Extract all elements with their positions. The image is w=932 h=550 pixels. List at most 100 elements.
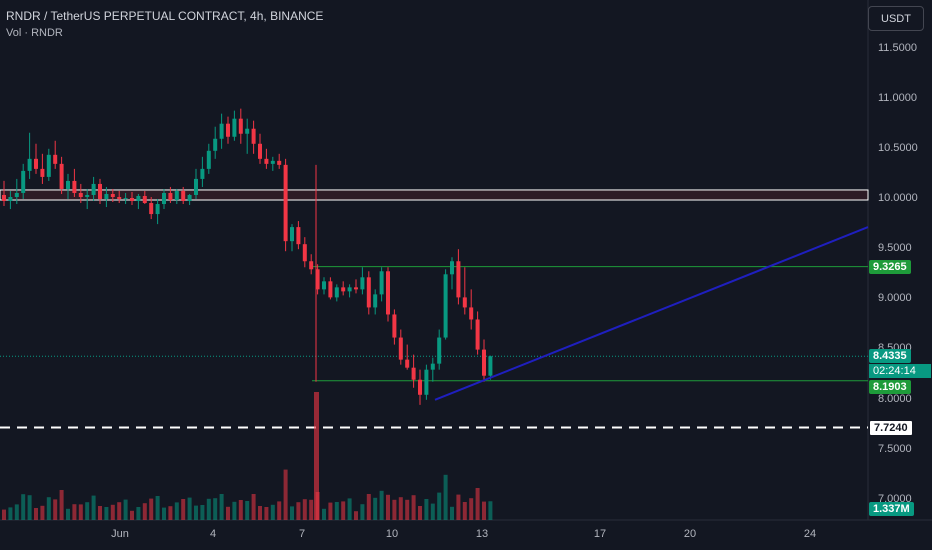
volume-bar bbox=[488, 501, 493, 520]
candle-body bbox=[405, 359, 410, 368]
candle-body bbox=[2, 194, 6, 202]
volume-bar bbox=[200, 505, 205, 520]
candle-body bbox=[155, 204, 160, 215]
resistance-zone bbox=[0, 189, 869, 201]
price-tick: 11.0000 bbox=[878, 92, 917, 104]
candle-body bbox=[386, 271, 390, 315]
candle-body bbox=[398, 337, 403, 360]
candle-body bbox=[110, 193, 115, 197]
volume-bar bbox=[309, 499, 314, 520]
candle-body bbox=[379, 271, 384, 295]
candle-body bbox=[366, 277, 371, 308]
volume-bar bbox=[14, 504, 19, 520]
volume-bar bbox=[450, 506, 454, 520]
candle-body bbox=[194, 178, 198, 195]
volume-value-label: 1.337M bbox=[869, 502, 914, 516]
volume-bar bbox=[8, 507, 13, 520]
volume-bar bbox=[226, 506, 230, 520]
time-tick: 17 bbox=[593, 528, 607, 540]
time-tick: 20 bbox=[683, 528, 697, 540]
volume-bar bbox=[155, 496, 160, 520]
support-price-label: 8.1903 bbox=[869, 380, 911, 394]
volume-bar bbox=[232, 501, 237, 520]
volume-bar bbox=[206, 498, 211, 520]
candle-body bbox=[341, 287, 346, 292]
volume-bar bbox=[258, 506, 262, 520]
volume-bar bbox=[168, 506, 173, 520]
volume-bar bbox=[302, 499, 307, 520]
volume-bar bbox=[392, 499, 397, 520]
volume-bar bbox=[424, 499, 429, 520]
volume-bar bbox=[2, 509, 6, 520]
volume-bar bbox=[40, 505, 45, 520]
volume-bar bbox=[53, 499, 58, 520]
dashed-level-label: 7.7240 bbox=[869, 420, 913, 436]
candle-body bbox=[117, 196, 122, 199]
candle-body bbox=[347, 287, 352, 292]
volume-bar bbox=[334, 502, 339, 520]
volume-bar bbox=[238, 500, 243, 520]
volume-bar bbox=[130, 510, 134, 520]
price-tick: 9.0000 bbox=[878, 292, 912, 304]
candle-body bbox=[66, 180, 70, 189]
volume-bar bbox=[72, 504, 77, 520]
candle-body bbox=[430, 363, 435, 370]
candle-body bbox=[418, 379, 422, 395]
candle-body bbox=[437, 337, 442, 364]
candle-body bbox=[443, 274, 448, 338]
candle-body bbox=[245, 128, 250, 134]
volume-bar bbox=[136, 507, 141, 520]
volume-bar bbox=[469, 498, 474, 520]
volume-bar bbox=[194, 505, 198, 520]
volume-bar bbox=[181, 499, 186, 520]
volume-bar bbox=[21, 494, 26, 520]
volume-bar bbox=[91, 495, 96, 520]
price-tick: 10.0000 bbox=[878, 192, 918, 204]
price-tick: 8.0000 bbox=[878, 393, 912, 405]
volume-bar bbox=[411, 495, 416, 520]
candle-body bbox=[219, 123, 224, 139]
candle-body bbox=[53, 154, 58, 164]
candle-body bbox=[200, 168, 205, 179]
candle-body bbox=[34, 158, 38, 169]
price-tick: 10.5000 bbox=[878, 142, 918, 154]
candle-body bbox=[72, 180, 77, 193]
volume-bar bbox=[443, 474, 448, 520]
volume-bar bbox=[456, 494, 461, 520]
candle-body bbox=[232, 118, 237, 137]
candle-body bbox=[40, 168, 45, 177]
volume-bar bbox=[328, 502, 333, 520]
volume-bar bbox=[59, 490, 64, 520]
volume-bar bbox=[437, 492, 442, 520]
volume-indicator-label: Vol · RNDR bbox=[6, 27, 63, 39]
price-tick: 7.5000 bbox=[878, 443, 912, 455]
candle-body bbox=[309, 261, 314, 270]
volume-bar bbox=[174, 502, 179, 520]
candle-body bbox=[123, 197, 128, 199]
volume-bar bbox=[283, 469, 288, 520]
volume-bar bbox=[347, 498, 352, 520]
candle-body bbox=[78, 192, 83, 197]
volume-bar bbox=[475, 488, 480, 520]
candle-body bbox=[8, 196, 13, 202]
candle-body bbox=[14, 192, 19, 197]
volume-bar bbox=[366, 494, 371, 520]
currency-button[interactable]: USDT bbox=[868, 6, 924, 31]
volume-bar bbox=[98, 506, 102, 520]
candle-body bbox=[462, 297, 467, 308]
candle-body bbox=[149, 203, 154, 215]
candle-body bbox=[424, 369, 429, 395]
candle-body bbox=[296, 227, 301, 245]
volume-bar bbox=[405, 499, 410, 520]
candle-body bbox=[251, 128, 256, 144]
time-tick: 24 bbox=[803, 528, 817, 540]
volume-bar bbox=[27, 495, 32, 520]
volume-bar bbox=[296, 502, 301, 520]
volume-bar bbox=[78, 504, 83, 520]
candle-body bbox=[334, 287, 339, 298]
volume-bar bbox=[430, 503, 435, 520]
candle-body bbox=[238, 118, 243, 134]
volume-bar bbox=[290, 506, 294, 520]
volume-bar bbox=[341, 501, 346, 520]
